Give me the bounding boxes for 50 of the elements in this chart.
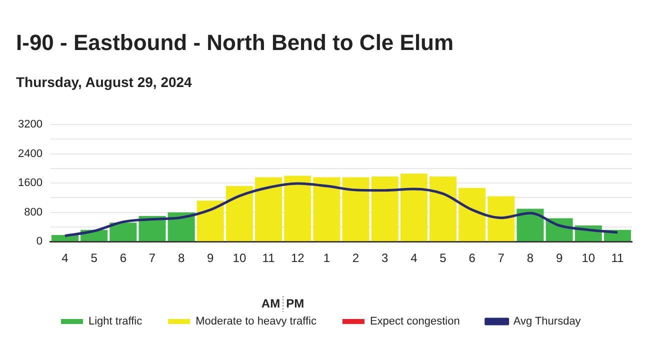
x-tick-label: 9 — [556, 251, 563, 266]
bar — [226, 186, 253, 242]
bar — [138, 216, 166, 242]
x-tick-label: 6 — [120, 251, 127, 266]
x-tick-label: 3 — [382, 251, 389, 266]
legend-label: Light traffic — [88, 316, 143, 328]
chart-title: I-90 - Eastbound - North Bend to Cle Elum — [16, 30, 454, 56]
bar — [342, 177, 370, 242]
text: AM — [261, 296, 280, 310]
x-tick-label: 5 — [90, 251, 98, 266]
y-tick-label: 1600 — [18, 177, 42, 190]
legend-label: Avg Thursday — [513, 316, 582, 328]
bar — [284, 176, 312, 242]
bar — [196, 200, 224, 242]
bar — [313, 177, 340, 242]
bar — [516, 208, 544, 242]
y-tick-label: 3200 — [18, 118, 42, 131]
x-tick-label: 11 — [262, 251, 276, 266]
x-tick-label: 2 — [352, 251, 360, 266]
y-tick-label: 800 — [24, 206, 42, 218]
bar — [255, 177, 282, 242]
x-tick-label: 9 — [207, 251, 214, 266]
chart-subtitle: Thursday, August 29, 2024 — [16, 74, 192, 90]
bar — [429, 176, 457, 242]
bar — [458, 188, 486, 242]
text: PM — [286, 296, 304, 310]
y-tick-label: 0 — [36, 236, 42, 248]
bar — [371, 176, 398, 242]
bar — [488, 196, 515, 242]
bar — [168, 212, 195, 242]
x-tick-label: 10 — [582, 251, 596, 266]
bar — [51, 235, 79, 242]
y-tick-label: 2400 — [18, 148, 42, 160]
bar — [110, 222, 137, 242]
x-tick-label: 4 — [62, 251, 69, 266]
x-tick-label: 12 — [290, 251, 305, 266]
bar — [400, 174, 428, 242]
x-tick-label: 6 — [468, 251, 476, 266]
x-tick-label: 8 — [178, 251, 185, 266]
x-tick-label: 1 — [323, 251, 330, 266]
x-tick-label: 5 — [440, 251, 447, 266]
legend-label: Expect congestion — [370, 316, 460, 328]
line-series — [64, 182, 619, 237]
x-tick-label: 11 — [611, 251, 624, 266]
x-tick-label: 7 — [498, 251, 505, 266]
x-tick-label: 7 — [148, 251, 156, 266]
legend-label: Moderate to heavy traffic — [196, 316, 317, 328]
x-tick-label: 10 — [232, 251, 246, 266]
x-tick-label: 8 — [526, 251, 534, 266]
x-tick-label: 4 — [410, 251, 418, 266]
